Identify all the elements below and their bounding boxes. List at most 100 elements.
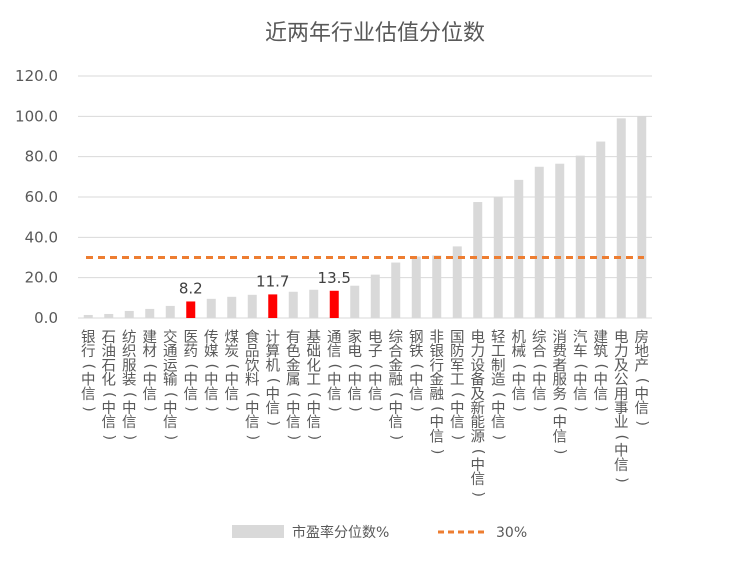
y-tick-label: 100.0 bbox=[15, 107, 58, 125]
x-tick-label-char: ( bbox=[224, 364, 240, 370]
x-tick-label-char: ) bbox=[388, 435, 404, 441]
x-tick-label-char: 中 bbox=[635, 386, 650, 403]
x-tick-label-char: 油 bbox=[102, 343, 117, 360]
x-tick-label-char: 有 bbox=[286, 329, 301, 346]
x-tick-label-char: 电 bbox=[614, 329, 629, 346]
x-tick-label-char: 交 bbox=[163, 328, 178, 346]
x-tick-label-char: 制 bbox=[491, 357, 506, 374]
x-tick-label-char: ) bbox=[408, 406, 424, 412]
x-tick-label-char: ( bbox=[634, 378, 650, 384]
x-tick-label: 传媒 (中信) bbox=[203, 329, 219, 412]
x-tick-label-char: 中 bbox=[286, 400, 301, 417]
x-tick-label-char: 工 bbox=[491, 344, 506, 360]
x-tick-label-char: 综 bbox=[532, 329, 547, 346]
data-label: 8.2 bbox=[179, 279, 203, 297]
x-tick-label-char: 石 bbox=[102, 330, 117, 346]
x-tick-label-char: 信 bbox=[81, 386, 96, 403]
bar bbox=[247, 294, 257, 318]
x-tick-label-char: 中 bbox=[614, 443, 629, 460]
x-tick-label-char: ( bbox=[80, 364, 96, 370]
bar bbox=[452, 246, 462, 318]
bars bbox=[83, 116, 647, 318]
x-tick-label-char: 信 bbox=[389, 414, 404, 431]
x-tick-label: 综合 (中信) bbox=[531, 329, 547, 412]
x-tick-label-char: 用 bbox=[614, 387, 629, 403]
x-tick-label-char: 信 bbox=[553, 428, 568, 445]
x-tick-label-char: 金 bbox=[430, 372, 445, 389]
x-tick-label-char: ( bbox=[367, 364, 383, 370]
x-tick-label-char: ( bbox=[470, 449, 486, 455]
x-tick-label-char: 纺 bbox=[122, 329, 137, 346]
bar bbox=[534, 166, 544, 318]
y-axis-tick-labels: 0.0 20.0 40.0 60.0 80.0 100.0 120.0 bbox=[15, 67, 58, 327]
x-tick-label-char: ) bbox=[142, 406, 158, 412]
x-tick-label-char: 械 bbox=[512, 343, 527, 360]
x-tick-label: 电子 (中信) bbox=[367, 329, 383, 412]
x-tick-label-char: ) bbox=[285, 435, 301, 441]
x-tick-label: 煤炭 (中信) bbox=[224, 329, 240, 412]
x-tick-label-char: ) bbox=[531, 406, 547, 412]
x-tick-label-char: ) bbox=[613, 477, 629, 483]
x-tick-label-char: ( bbox=[101, 392, 117, 398]
x-tick-label-char: 合 bbox=[389, 343, 404, 360]
x-tick-label-char: 信 bbox=[245, 414, 260, 431]
x-tick-label-char: 煤 bbox=[225, 329, 240, 346]
x-tick-label-char: 中 bbox=[204, 372, 219, 389]
x-tick-label-char: 医 bbox=[184, 330, 199, 346]
x-tick-label: 家电 (中信) bbox=[347, 329, 363, 412]
x-tick-label-char: 备 bbox=[471, 372, 486, 389]
x-tick-label-char: 信 bbox=[450, 414, 465, 431]
bar bbox=[268, 294, 278, 318]
x-tick-label-char: ( bbox=[531, 364, 547, 370]
bar bbox=[473, 202, 483, 318]
bar bbox=[432, 255, 442, 318]
y-tick-label: 40.0 bbox=[25, 228, 58, 246]
x-tick-label-char: 金 bbox=[286, 357, 301, 374]
x-tick-label-char: 银 bbox=[81, 329, 96, 346]
x-tick-label-char: 中 bbox=[368, 372, 383, 389]
x-tick-label-char: 工 bbox=[307, 373, 322, 389]
x-tick-label-char: ) bbox=[183, 406, 199, 412]
x-tick-label-char: 务 bbox=[553, 386, 568, 403]
x-tick-label-char: ( bbox=[142, 364, 158, 370]
x-tick-label-char: ) bbox=[121, 435, 137, 441]
x-tick-label-char: 电 bbox=[348, 343, 363, 360]
bar bbox=[288, 291, 298, 318]
x-tick-label-char: ( bbox=[449, 392, 465, 398]
x-tick-label-char: 信 bbox=[594, 386, 609, 403]
x-tick-label-char: 信 bbox=[163, 414, 178, 431]
x-tick-label-char: ( bbox=[183, 364, 199, 370]
x-tick-label-char: 信 bbox=[430, 428, 445, 445]
bar bbox=[329, 290, 339, 318]
x-tick-label-char: ) bbox=[101, 435, 117, 441]
x-tick-label-char: ( bbox=[552, 406, 568, 412]
x-tick-label-char: 及 bbox=[614, 358, 629, 374]
legend: 市盈率分位数% 30% bbox=[232, 524, 527, 541]
y-tick-label: 80.0 bbox=[25, 148, 58, 166]
x-axis-tick-labels: 银行(中信)石油石化(中信)纺织服装(中信)建材(中信)交通运输(中信)医药(中… bbox=[80, 328, 650, 497]
bar bbox=[575, 155, 585, 318]
x-tick-label-char: ) bbox=[306, 435, 322, 441]
x-tick-label-char: 造 bbox=[491, 372, 506, 389]
x-tick-label-char: 计 bbox=[266, 329, 281, 346]
x-tick-label-char: ( bbox=[203, 364, 219, 370]
x-tick-label-char: ( bbox=[388, 392, 404, 398]
x-tick-label-char: 家 bbox=[348, 329, 363, 346]
x-tick-label-char: 筑 bbox=[594, 343, 609, 360]
x-tick-label-char: 中 bbox=[553, 414, 568, 431]
x-tick-label-char: 运 bbox=[163, 357, 178, 374]
x-tick-label-char: 力 bbox=[471, 343, 486, 360]
x-tick-label-char: ) bbox=[449, 435, 465, 441]
x-tick-label: 银行 (中信) bbox=[80, 329, 96, 412]
bar bbox=[616, 118, 626, 318]
x-tick-label-char: ( bbox=[306, 392, 322, 398]
x-tick-label: 钢铁 (中信) bbox=[408, 329, 424, 412]
x-tick-label-char: ( bbox=[121, 392, 137, 398]
x-tick-label-char: 中 bbox=[163, 400, 178, 417]
